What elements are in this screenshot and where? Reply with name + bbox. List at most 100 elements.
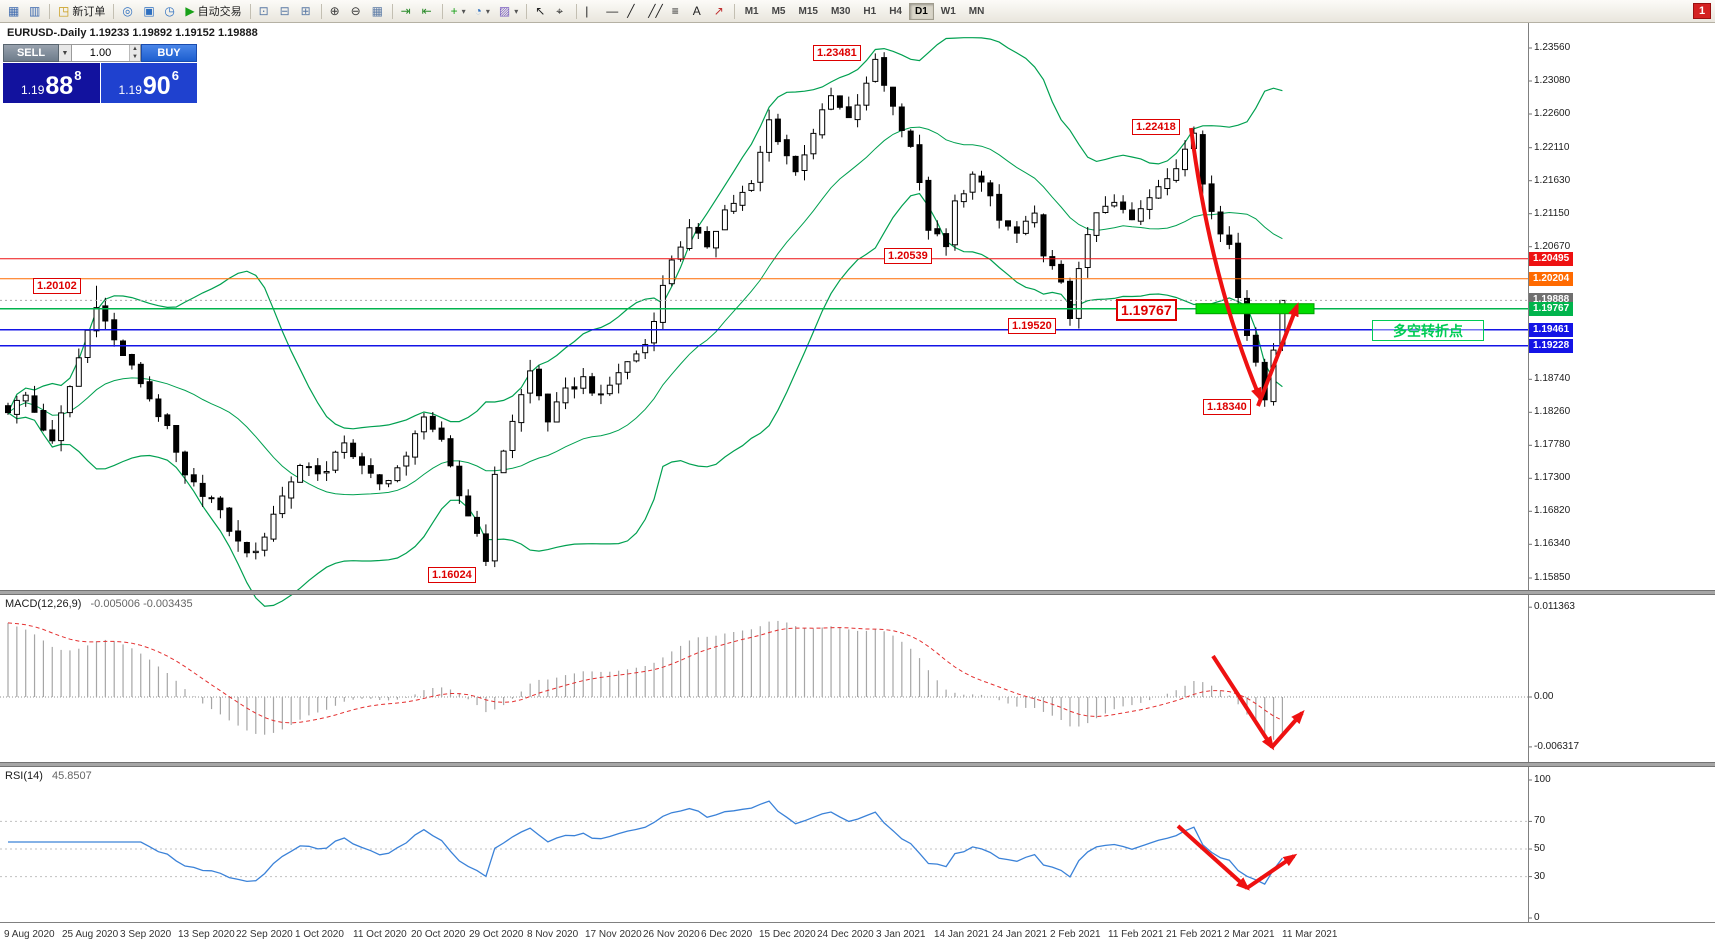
fibonacci-icon[interactable]: ≡ (668, 2, 688, 21)
templates-icon-caret[interactable]: ▾ (514, 6, 519, 16)
volume-up-icon[interactable]: ▲ (130, 45, 140, 53)
chart-symbol-ohlc: EURUSD-.Daily 1.19233 1.19892 1.19152 1.… (7, 27, 258, 39)
zoom-in-icon: ⊕ (329, 4, 340, 18)
price-up-arrow[interactable] (1256, 302, 1299, 407)
tile-vertical-icon[interactable]: ⊞ (297, 2, 317, 21)
timeframe-m15[interactable]: M15 (798, 5, 818, 17)
periods-icon-caret[interactable]: ▾ (485, 6, 490, 16)
timeframe-d1[interactable]: D1 (909, 2, 934, 20)
date-label: 29 Oct 2020 (469, 929, 524, 940)
toolbar-separator (441, 3, 443, 19)
indicators-icon[interactable]: + ▾ (447, 2, 470, 21)
tile-horizontal-icon[interactable]: ⊟ (276, 2, 296, 21)
turning-point-annotation[interactable]: 多空转折点 (1372, 320, 1484, 341)
templates-icon[interactable]: ▨ ▾ (495, 2, 522, 21)
text-icon: A (692, 4, 701, 18)
history-center-icon[interactable]: ◷ (160, 2, 180, 21)
autotrading-icon: ▶ (185, 4, 195, 18)
indicators-icon: + (450, 4, 458, 18)
window-count-badge[interactable]: 1 (1693, 3, 1711, 19)
rsi-down-arrow[interactable] (1176, 824, 1250, 891)
price-callout-1.19767[interactable]: 1.19767 (1116, 299, 1177, 321)
price-callout-1.19520[interactable]: 1.19520 (1008, 318, 1056, 334)
chart-shift-icon[interactable]: ⇤ (418, 2, 438, 21)
price-callout-1.20102[interactable]: 1.20102 (33, 278, 81, 294)
navigator-icon[interactable]: ◎ (118, 2, 138, 21)
trendline-icon[interactable]: ╱ (623, 2, 643, 21)
price-axis-label: 1.18740 (1534, 373, 1571, 384)
autotrading-button[interactable]: ▶ 自动交易 (181, 2, 245, 21)
volume-input[interactable] (72, 45, 129, 61)
date-label: 22 Sep 2020 (236, 929, 293, 940)
date-label: 24 Dec 2020 (817, 929, 874, 940)
trendline-icon: ╱ (627, 4, 635, 18)
data-window-icon[interactable]: ▣ (139, 2, 159, 21)
price-callout-1.16024[interactable]: 1.16024 (428, 567, 476, 583)
toolbar-separator (526, 3, 528, 19)
macd-values: -0.005006 -0.003435 (90, 598, 193, 610)
price-callout-1.18340[interactable]: 1.18340 (1203, 399, 1251, 415)
bollinger-middle-band (7, 126, 1283, 496)
sell-price-panel[interactable]: 1.19 88 8 (3, 63, 100, 103)
timeframe-h4[interactable]: H4 (889, 5, 902, 17)
vertical-line-icon[interactable]: | (581, 2, 601, 21)
rsi-header: RSI(14) 45.8507 (5, 770, 92, 782)
price-callout-1.23481[interactable]: 1.23481 (813, 45, 861, 61)
macd-up-arrow[interactable] (1270, 710, 1305, 749)
volume-preset-caret[interactable]: ▼ (59, 44, 72, 62)
chart-profiles-icon: ▥ (29, 4, 41, 18)
zoom-in-icon[interactable]: ⊕ (326, 2, 346, 21)
price-callout-1.22418[interactable]: 1.22418 (1132, 119, 1180, 135)
macd-panel-splitter[interactable] (0, 590, 1715, 595)
price-axis-label: 1.22600 (1534, 108, 1571, 119)
channel-icon[interactable]: ╱╱ (644, 2, 666, 21)
cascade-windows-icon[interactable]: ⊡ (255, 2, 275, 21)
cursor-icon: ↖ (535, 4, 546, 18)
horizontal-line-icon[interactable]: — (602, 2, 622, 21)
sell-price-prefix: 1.19 (21, 83, 45, 97)
timeframe-m30[interactable]: M30 (830, 5, 851, 17)
date-label: 26 Nov 2020 (643, 929, 700, 940)
chart-profiles-icon[interactable]: ▥ (25, 2, 45, 21)
price-axis-label: 1.21630 (1534, 175, 1571, 186)
green-highlight-bar[interactable] (1195, 303, 1315, 315)
new-order-button[interactable]: ◳ 新订单 (54, 2, 109, 21)
auto-scroll-icon[interactable]: ⇥ (397, 2, 417, 21)
periods-icon[interactable]: ◔ ▾ (471, 2, 494, 21)
buy-button[interactable]: BUY (141, 44, 197, 62)
volume-down-icon[interactable]: ▼ (130, 53, 140, 61)
new-chart-icon[interactable]: ▦ (4, 2, 24, 21)
price-axis-label: 1.16820 (1534, 505, 1571, 516)
timeframe-m5[interactable]: M5 (771, 5, 786, 17)
timeframe-mn[interactable]: MN (968, 5, 985, 17)
price-axis-label: 1.16340 (1534, 538, 1571, 549)
cursor-icon[interactable]: ↖ (531, 2, 551, 21)
date-label: 2 Feb 2021 (1050, 929, 1101, 940)
arrows-icon[interactable]: ↗ (710, 2, 730, 21)
price-callout-1.20539[interactable]: 1.20539 (884, 248, 932, 264)
tile-windows-icon[interactable]: ▦ (368, 2, 388, 21)
timeframe-m1[interactable]: M1 (744, 5, 759, 17)
buy-price-panel[interactable]: 1.19 90 6 (100, 63, 197, 103)
crosshair-icon[interactable]: ⌖ (552, 2, 572, 21)
price-axis-badge-1.20495: 1.20495 (1529, 252, 1574, 266)
rsi-panel-splitter[interactable] (0, 762, 1715, 767)
macd-down-arrow[interactable] (1211, 654, 1275, 751)
rsi-axis-label: 100 (1534, 774, 1551, 785)
macd-signal-line (7, 622, 1283, 724)
rsi-axis-label: 30 (1534, 871, 1546, 882)
date-label: 2 Mar 2021 (1224, 929, 1275, 940)
zoom-out-icon[interactable]: ⊖ (347, 2, 367, 21)
price-axis-badge-1.19461: 1.19461 (1529, 323, 1574, 337)
price-down-arrow[interactable] (1189, 127, 1262, 402)
sell-button[interactable]: SELL (3, 44, 59, 62)
text-icon[interactable]: A (689, 2, 709, 21)
timeframe-h1[interactable]: H1 (863, 5, 877, 17)
rsi-up-arrow[interactable] (1245, 853, 1298, 890)
time-axis[interactable]: 9 Aug 2020 25 Aug 2020 3 Sep 2020 13 Sep 20… (0, 922, 1715, 944)
indicators-icon-caret[interactable]: ▾ (461, 6, 466, 16)
timeframe-w1[interactable]: W1 (940, 5, 956, 17)
main-toolbar: ▦ ▥ ◳ 新订单 ◎ ▣ ◷ ▶ 自动交易 ⊡ ⊟ ⊞ ⊕ ⊖ ▦ ⇥ ⇤ + ▾ ◔ ▾ ▨ ▾ ↖ ⌖ | — ╱ ╱╱ ≡ A ↗ M1… (0, 0, 1715, 23)
